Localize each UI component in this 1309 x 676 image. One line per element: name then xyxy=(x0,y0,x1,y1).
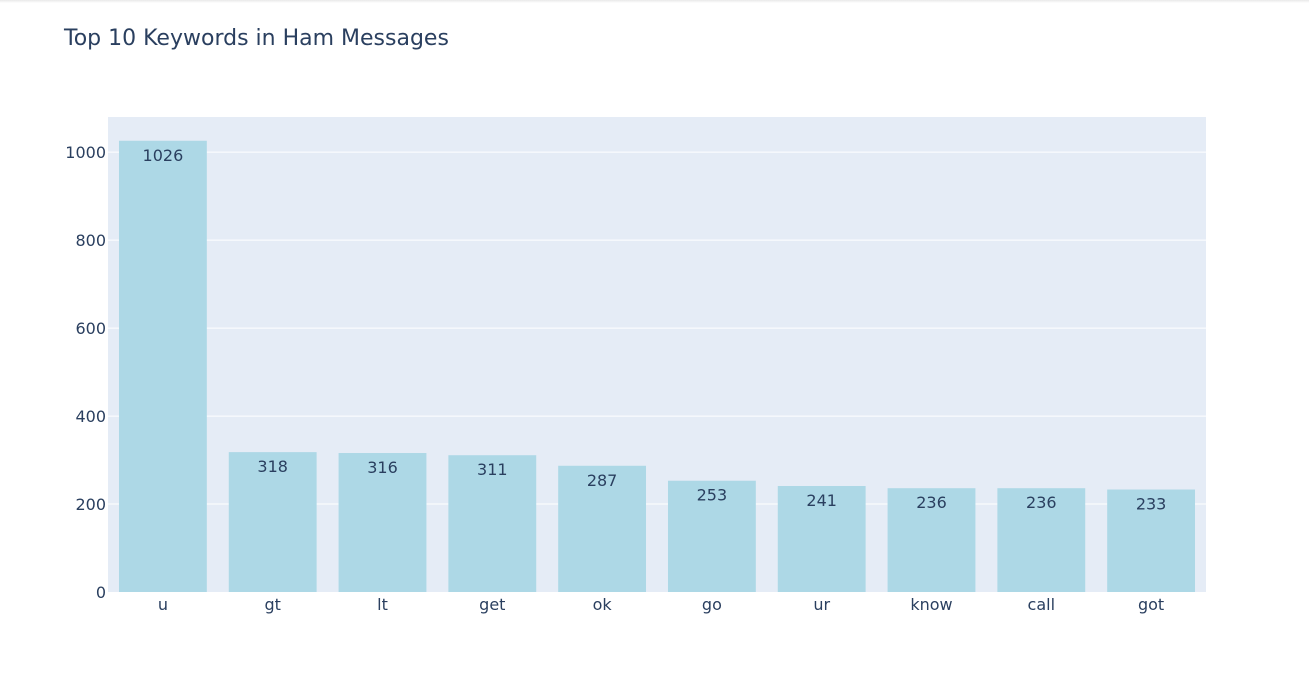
data-label: 236 xyxy=(1026,493,1057,512)
y-tick-label: 400 xyxy=(75,407,106,426)
y-tick-label: 600 xyxy=(75,319,106,338)
bar-lt xyxy=(338,453,427,592)
y-tick-label: 200 xyxy=(75,495,106,514)
x-tick-label: gt xyxy=(264,595,280,614)
data-label: 318 xyxy=(257,457,288,476)
bar-u xyxy=(118,140,207,592)
data-label: 311 xyxy=(477,460,508,479)
y-tick-label: 1000 xyxy=(65,143,106,162)
x-tick-label: know xyxy=(910,595,952,614)
bar-know xyxy=(887,488,976,592)
bar-gt xyxy=(228,452,317,592)
data-label: 233 xyxy=(1136,495,1167,514)
top-border xyxy=(0,0,1309,3)
x-tick-label: get xyxy=(479,595,505,614)
data-label: 253 xyxy=(697,486,728,505)
chart-title: Top 10 Keywords in Ham Messages xyxy=(64,26,449,51)
x-tick-label: call xyxy=(1028,595,1056,614)
bar-call xyxy=(997,488,1086,592)
bar-ur xyxy=(777,486,866,592)
y-axis-ticks: 0 200 400 600 800 1000 xyxy=(65,143,106,602)
x-axis-ticks: u gt lt get ok go ur know call got xyxy=(158,595,1164,614)
x-tick-label: ur xyxy=(813,595,830,614)
x-tick-label: lt xyxy=(377,595,388,614)
y-tick-label: 0 xyxy=(96,583,106,602)
data-label: 1026 xyxy=(143,146,184,165)
x-tick-label: ok xyxy=(593,595,613,614)
x-tick-label: u xyxy=(158,595,168,614)
bar-go xyxy=(667,480,756,592)
bar-got xyxy=(1107,489,1196,592)
x-tick-label: go xyxy=(702,595,722,614)
bars: 1026 318 316 311 287 253 241 236 236 233 xyxy=(118,140,1196,592)
bar-ok xyxy=(558,465,647,592)
data-label: 316 xyxy=(367,458,398,477)
data-label: 241 xyxy=(806,491,837,510)
data-label: 287 xyxy=(587,471,618,490)
data-label: 236 xyxy=(916,493,947,512)
bar-get xyxy=(448,455,537,592)
y-tick-label: 800 xyxy=(75,231,106,250)
x-tick-label: got xyxy=(1138,595,1164,614)
